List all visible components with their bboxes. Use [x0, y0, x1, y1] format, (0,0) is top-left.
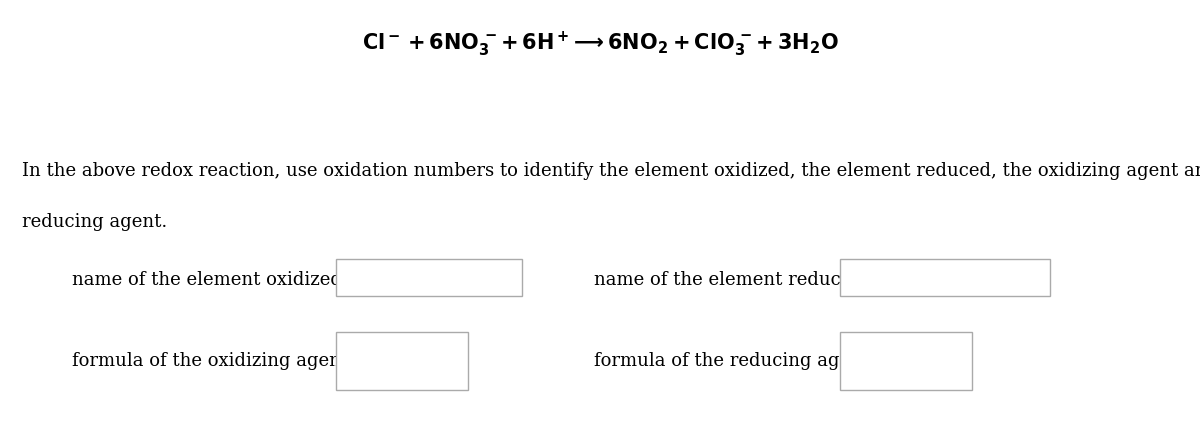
- Text: $\mathbf{Cl^- + 6NO_3^{\,-}\!+ 6H^+\!\longrightarrow 6NO_2 + ClO_3^{\,-}\!+ 3H_2: $\mathbf{Cl^- + 6NO_3^{\,-}\!+ 6H^+\!\lo…: [361, 30, 839, 59]
- Text: name of the element oxidized:: name of the element oxidized:: [72, 270, 348, 288]
- FancyBboxPatch shape: [840, 332, 972, 390]
- Text: name of the element reduced:: name of the element reduced:: [594, 270, 869, 288]
- Text: reducing agent.: reducing agent.: [22, 213, 167, 231]
- Text: formula of the oxidizing agent:: formula of the oxidizing agent:: [72, 351, 354, 369]
- Text: formula of the reducing agent:: formula of the reducing agent:: [594, 351, 875, 369]
- FancyBboxPatch shape: [840, 260, 1050, 296]
- Text: In the above redox reaction, use oxidation numbers to identify the element oxidi: In the above redox reaction, use oxidati…: [22, 162, 1200, 180]
- FancyBboxPatch shape: [336, 260, 522, 296]
- FancyBboxPatch shape: [336, 332, 468, 390]
